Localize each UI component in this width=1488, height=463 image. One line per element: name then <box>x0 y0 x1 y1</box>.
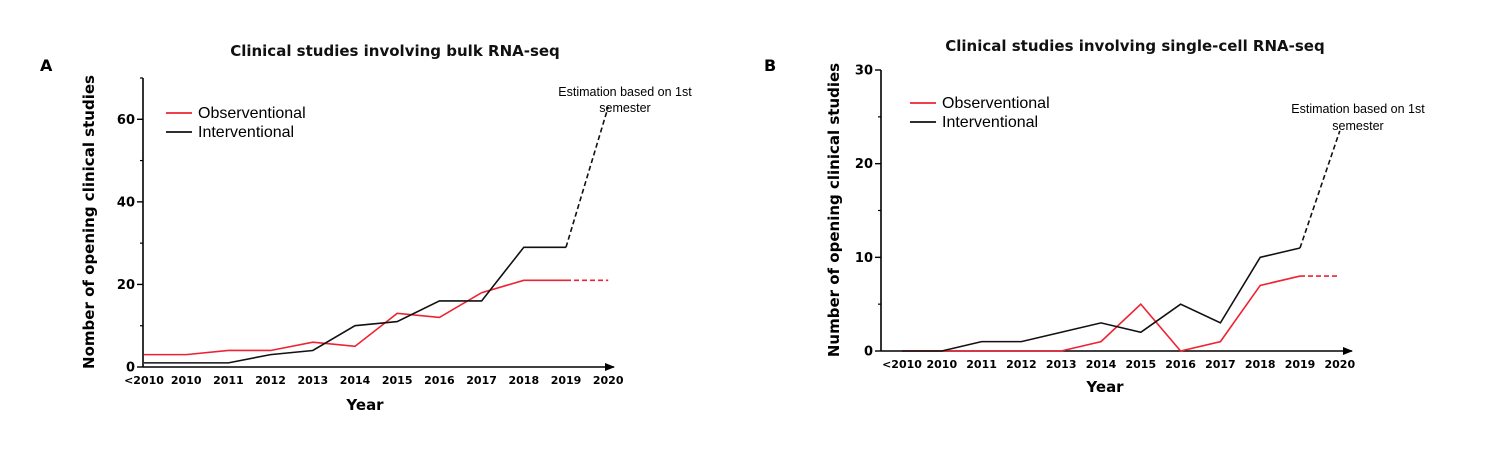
legend-label: Observentional <box>942 95 1050 112</box>
x-tick-label: 2010 <box>926 358 957 371</box>
x-tick-label: 2015 <box>1125 358 1156 371</box>
series-line-solid <box>144 246 566 364</box>
x-tick-label: 2010 <box>171 374 202 387</box>
panel-label: B <box>764 56 776 75</box>
x-axis-label: Year <box>1085 378 1124 396</box>
y-tick-label: 20 <box>117 278 135 293</box>
x-tick-label: 2017 <box>1205 358 1236 371</box>
series-line-solid <box>144 279 566 356</box>
y-tick-label: 0 <box>126 361 135 376</box>
x-tick-label: 2018 <box>508 374 539 387</box>
legend-label: Observentional <box>198 105 306 122</box>
y-tick-label: 60 <box>117 113 135 128</box>
chart-a: A Clinical studies involving bulk RNA-seq… <box>40 42 692 414</box>
x-tick-label: 2020 <box>593 374 624 387</box>
x-tick-label: 2013 <box>297 374 328 387</box>
x-tick-label: 2017 <box>466 374 497 387</box>
x-tick-label: 2011 <box>213 374 244 387</box>
x-tick-label: 2014 <box>340 374 371 387</box>
series-line-solid <box>902 247 1301 352</box>
x-tick-label: 2013 <box>1046 358 1077 371</box>
y-tick-label: 0 <box>864 345 873 360</box>
series-interventional <box>144 106 609 364</box>
annotation-line-2: semester <box>1332 119 1383 133</box>
x-tick-label: 2012 <box>1006 358 1037 371</box>
x-tick-label: 2019 <box>1285 358 1316 371</box>
y-tick-label: 30 <box>855 64 873 79</box>
chart-b: B Clinical studies involving single-cell … <box>764 37 1425 396</box>
x-tick-label: <2010 <box>882 358 922 371</box>
chart-title: Clinical studies involving single-cell R… <box>945 37 1324 55</box>
legend-label: Interventional <box>942 114 1038 131</box>
y-axis-label: Number of opening clinical studies <box>825 63 843 357</box>
x-tick-label: 2014 <box>1086 358 1117 371</box>
series-interventional <box>902 130 1341 352</box>
legend-label: Interventional <box>198 124 294 141</box>
y-tick-label: 40 <box>117 195 135 210</box>
x-tick-label: 2020 <box>1324 358 1355 371</box>
x-tick-label: 2016 <box>1165 358 1196 371</box>
y-tick-label: 20 <box>855 157 873 172</box>
annotation-line-1: Estimation based on 1st <box>1291 102 1425 116</box>
series-observentional <box>902 275 1340 352</box>
annotation-line-1: Estimation based on 1st <box>558 85 692 99</box>
y-tick-label: 10 <box>855 251 873 266</box>
y-axis-label: Nomber of opening clinical studies <box>80 75 98 369</box>
series-line-solid <box>902 275 1301 352</box>
series-observentional <box>144 279 609 356</box>
x-tick-label: 2012 <box>255 374 286 387</box>
chart-title: Clinical studies involving bulk RNA-seq <box>230 42 560 60</box>
x-tick-label: 2011 <box>966 358 997 371</box>
x-tick-label: 2016 <box>424 374 455 387</box>
panel-label: A <box>40 56 53 75</box>
annotation-line-2: semester <box>599 101 650 115</box>
legend: Observentional Interventional <box>910 95 1050 131</box>
x-tick-label: 2019 <box>551 374 582 387</box>
x-tick-label: <2010 <box>124 374 164 387</box>
x-tick-label: 2015 <box>382 374 413 387</box>
legend: Observentional Interventional <box>166 105 306 141</box>
series-line-dashed <box>1299 130 1341 249</box>
x-tick-label: 2018 <box>1245 358 1276 371</box>
series-line-dashed <box>565 106 609 248</box>
x-axis-label: Year <box>345 396 384 414</box>
